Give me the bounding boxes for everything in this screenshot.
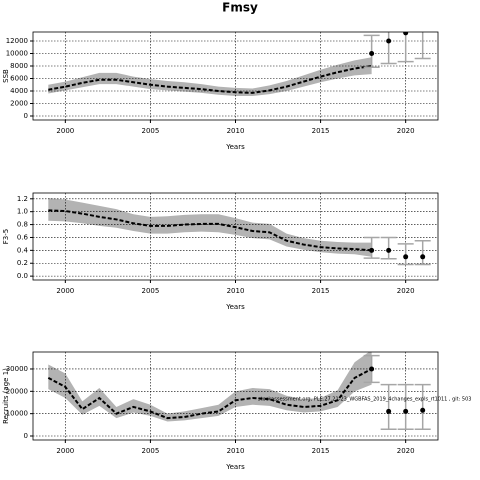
- y-tick-label: 8000: [10, 62, 28, 70]
- x-tick-label: 2015: [312, 447, 330, 455]
- y-tick-label: 20000: [6, 387, 28, 395]
- y-tick-label: 6000: [10, 75, 28, 83]
- y-tick-label: 0.4: [17, 246, 29, 254]
- confidence-band: [48, 57, 372, 96]
- projection-point: [420, 23, 425, 28]
- y-axis-label: F3-5: [2, 229, 10, 244]
- x-tick-label: 2005: [142, 287, 160, 295]
- x-tick-label: 2015: [312, 127, 330, 135]
- y-tick-label: 1.2: [17, 195, 28, 203]
- x-tick-label: 2000: [56, 127, 74, 135]
- y-tick-label: 1.0: [17, 208, 28, 216]
- x-tick-label: 2005: [142, 447, 160, 455]
- projection-point: [369, 247, 375, 253]
- projection-point: [403, 254, 409, 260]
- y-tick-label: 0.6: [17, 233, 29, 241]
- chart-title: Fmsy: [222, 1, 258, 15]
- projection-point: [386, 408, 392, 414]
- plot-area: [33, 352, 438, 440]
- projection-point: [386, 38, 392, 44]
- y-tick-label: 0: [24, 112, 28, 120]
- x-tick-label: 2020: [397, 127, 415, 135]
- x-tick-label: 2000: [56, 447, 74, 455]
- estimate-line: [47, 368, 373, 420]
- y-tick-label: 0: [24, 432, 28, 440]
- y-tick-label: 30000: [6, 365, 28, 373]
- plot-area: [33, 23, 438, 120]
- plot-area: [33, 193, 438, 280]
- estimate-line: [48, 65, 372, 94]
- x-tick-label: 2015: [312, 287, 330, 295]
- y-tick-label: 10000: [6, 410, 28, 418]
- x-axis-label: Years: [225, 143, 245, 151]
- x-tick-label: 2010: [227, 127, 245, 135]
- x-tick-label: 2020: [397, 447, 415, 455]
- annotation: stockassessment.org, PLE.27.21-23_WGBFAS…: [258, 397, 471, 403]
- confidence-band: [48, 352, 372, 422]
- y-tick-label: 0.2: [17, 259, 28, 267]
- projection-point: [369, 51, 375, 56]
- y-axis-label: SSB: [2, 69, 10, 83]
- x-tick-label: 2005: [142, 127, 160, 135]
- y-tick-label: 2000: [10, 100, 28, 108]
- y-axis-label: Recruits (age 1): [2, 368, 10, 424]
- y-tick-label: 0.0: [17, 272, 28, 280]
- projection-point: [420, 407, 426, 413]
- projection-point: [369, 366, 375, 372]
- y-tick-label: 0.8: [17, 221, 28, 229]
- y-tick-label: 10000: [6, 50, 28, 58]
- x-tick-label: 2010: [227, 447, 245, 455]
- y-tick-label: 12000: [6, 37, 28, 45]
- x-tick-label: 2020: [397, 287, 415, 295]
- projection-point: [420, 254, 426, 260]
- y-tick-label: 4000: [10, 87, 28, 95]
- estimate-line: [48, 209, 372, 252]
- x-tick-label: 2000: [56, 287, 74, 295]
- x-axis-label: Years: [225, 303, 245, 311]
- x-tick-label: 2010: [227, 287, 245, 295]
- projection-point: [403, 32, 409, 36]
- projection-point: [403, 408, 409, 414]
- x-axis-label: Years: [225, 463, 245, 471]
- projection-point: [386, 247, 392, 253]
